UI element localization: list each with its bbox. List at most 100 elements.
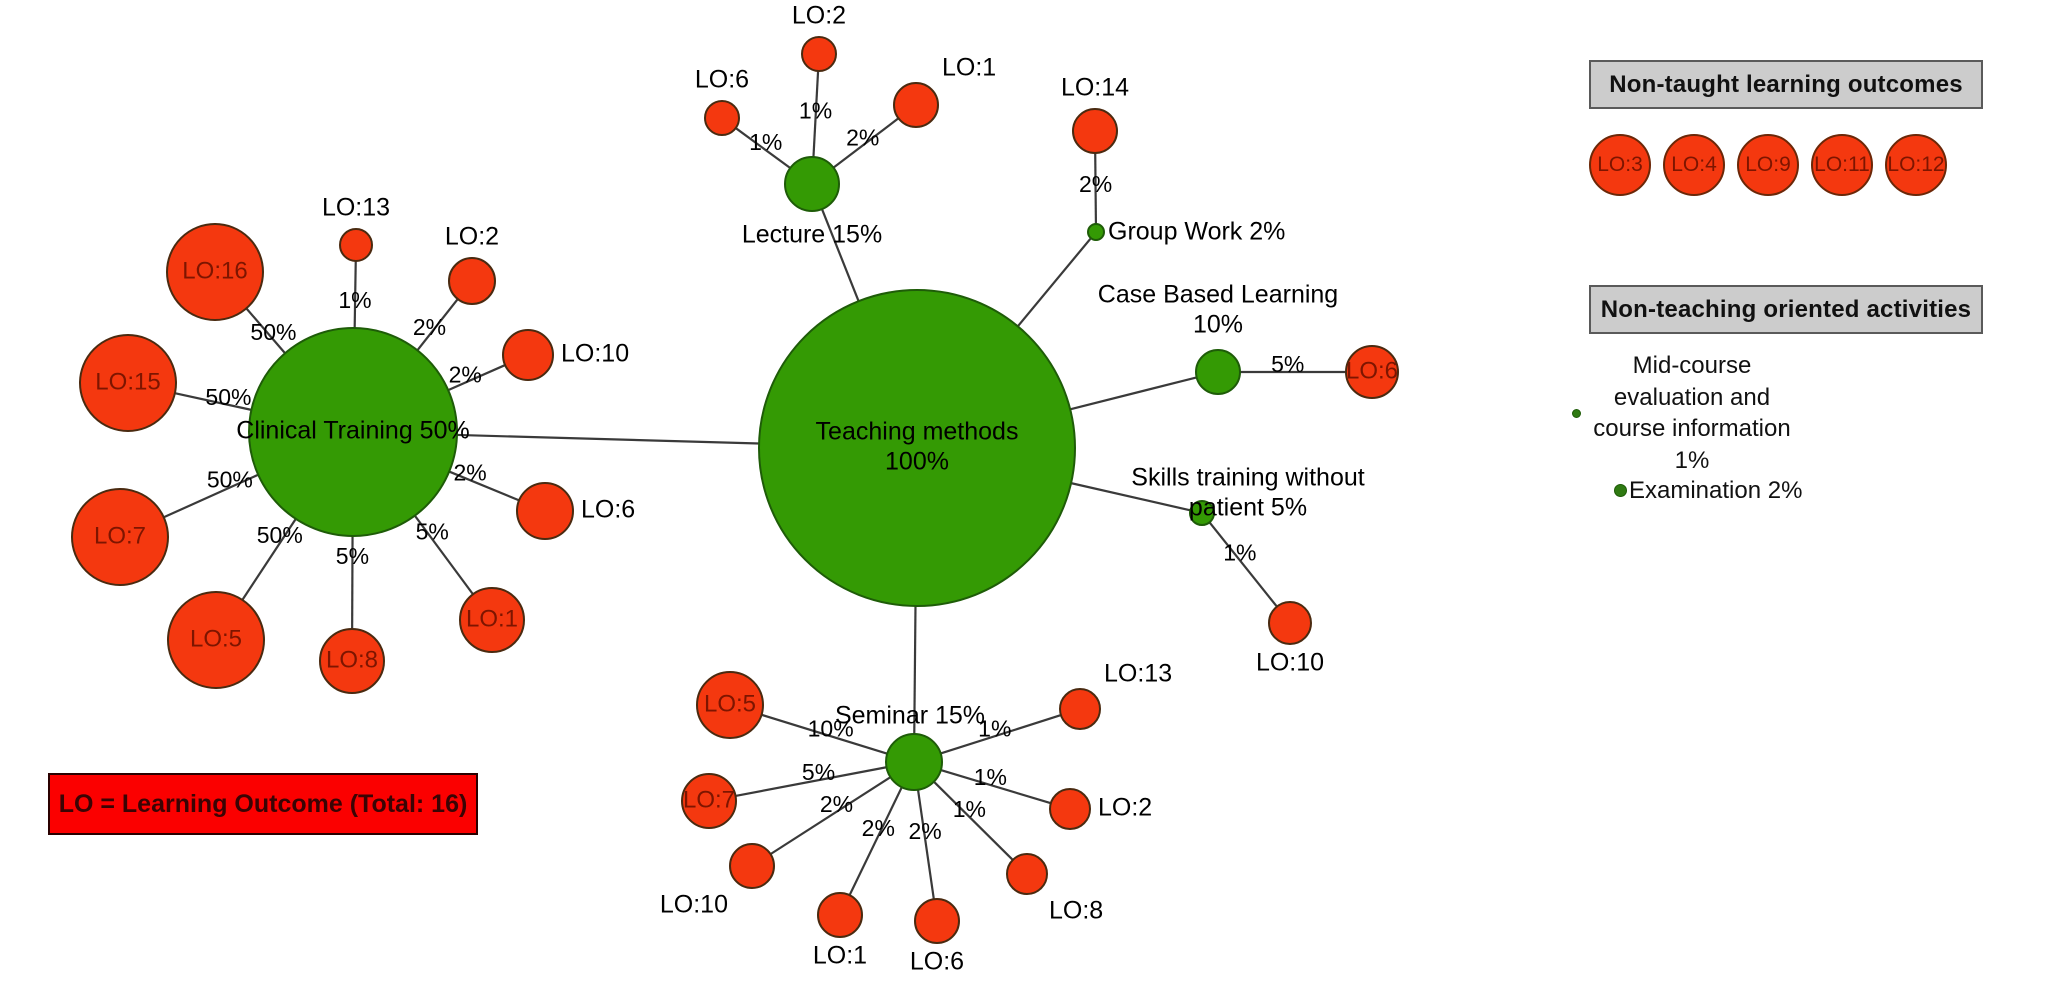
node-layer xyxy=(71,36,1399,944)
node-seminar[interactable] xyxy=(885,733,943,791)
node-lo-clinical-training-LO15-1[interactable] xyxy=(79,334,177,432)
node-lo-clinical-training-LO1-5[interactable] xyxy=(459,587,525,653)
green-dot-icon xyxy=(1614,484,1627,498)
node-lo-seminar-LO8-5[interactable] xyxy=(1006,853,1048,895)
node-lo-clinical-training-LO5-3[interactable] xyxy=(167,591,265,689)
label-lo-seminar-LO13-7: LO:13 xyxy=(1104,660,1172,688)
edge-seminar-to-LO10-2 xyxy=(769,776,892,856)
node-lo-seminar-LO1-3[interactable] xyxy=(817,892,863,938)
legend-lo-lo3[interactable]: LO:3 xyxy=(1589,134,1651,196)
edge-percent-seminar-2: 2% xyxy=(820,791,853,817)
label-lo-lecture-LO6-0: LO:6 xyxy=(695,66,749,94)
edge-lecture-to-LO6-0 xyxy=(735,127,791,169)
edge-seminar-to-LO7-1 xyxy=(735,766,887,798)
node-lo-group-work-LO14-0[interactable] xyxy=(1072,108,1118,154)
node-lo-seminar-LO2-6[interactable] xyxy=(1049,788,1091,830)
label-case-based-learning-line-2: 10% xyxy=(1193,311,1243,339)
node-lo-seminar-LO5-0[interactable] xyxy=(696,671,764,739)
edge-seminar-to-LO8-5 xyxy=(933,780,1014,861)
label-lo-lecture-LO2-1: LO:2 xyxy=(792,2,846,30)
label-lo-seminar-LO7-1: LO:7 xyxy=(683,786,735,813)
legend-non-teaching-items: Mid-course evaluation and course informati… xyxy=(1560,350,2020,550)
label-skills-training-line-1: Skills training without xyxy=(1131,464,1364,492)
label-lo-clinical-training-LO7-2: LO:7 xyxy=(94,522,146,549)
node-lo-seminar-LO7-1[interactable] xyxy=(681,773,737,829)
legend-non-taught-items: LO:3 LO:4 LO:9 LO:11 LO:12 xyxy=(1589,134,1983,206)
legend-lo-lo9[interactable]: LO:9 xyxy=(1737,134,1799,196)
legend-lo-lo4[interactable]: LO:4 xyxy=(1663,134,1725,196)
node-lo-clinical-training-LO2-8[interactable] xyxy=(448,257,496,305)
node-lo-clinical-training-LO8-4[interactable] xyxy=(319,628,385,694)
node-lecture[interactable] xyxy=(784,156,840,212)
node-lo-clinical-training-LO13-9[interactable] xyxy=(339,228,373,262)
legend-lo-lo11[interactable]: LO:11 xyxy=(1811,134,1873,196)
edge-group-work-to-LO14-0 xyxy=(1094,152,1098,225)
label-lo-group-work-LO14-0: LO:14 xyxy=(1061,74,1129,102)
label-seminar-line-1: Seminar 15% xyxy=(835,702,985,730)
node-clinical-training[interactable] xyxy=(248,327,458,537)
label-group-work-line-1: Group Work 2% xyxy=(1108,218,1285,246)
legend-lo-lo12[interactable]: LO:12 xyxy=(1885,134,1947,196)
edge-lecture-to-LO1-2 xyxy=(832,117,900,169)
activity-mid-course-evaluation: Mid-course evaluation and course informati… xyxy=(1572,350,1798,477)
label-lo-clinical-training-LO8-4: LO:8 xyxy=(326,646,378,673)
label-case-based-learning-line-1: Case Based Learning xyxy=(1098,281,1338,309)
node-lo-clinical-training-LO16-0[interactable] xyxy=(166,223,264,321)
edge-clinical-training-to-LO7-2 xyxy=(163,473,259,519)
edge-percent-clinical-training-2: 50% xyxy=(207,467,253,493)
node-lo-seminar-LO10-2[interactable] xyxy=(729,843,775,889)
edge-seminar-to-LO13-7 xyxy=(940,714,1062,755)
edge-percent-seminar-3: 2% xyxy=(862,815,895,841)
node-case-based-learning[interactable] xyxy=(1195,349,1241,395)
node-lo-lecture-LO1-2[interactable] xyxy=(893,82,939,128)
edge-seminar-to-LO1-3 xyxy=(848,786,903,896)
activity-examination-label: Examination 2% xyxy=(1629,477,1803,504)
edge-percent-seminar-7: 1% xyxy=(978,715,1011,741)
node-lo-lecture-LO2-1[interactable] xyxy=(801,36,837,72)
edge-percent-clinical-training-5: 5% xyxy=(416,518,449,544)
node-lo-skills-training-LO10-0[interactable] xyxy=(1268,601,1312,645)
edge-clinical-training-to-LO13-9 xyxy=(353,260,357,329)
edge-clinical-training-to-LO10-7 xyxy=(447,364,506,392)
node-teaching-methods[interactable] xyxy=(758,289,1076,607)
edge-percent-group-work-0: 2% xyxy=(1079,171,1112,197)
activity-examination: Examination 2% xyxy=(1614,475,1802,507)
label-clinical-training-line-1: Clinical Training 50% xyxy=(236,417,469,445)
edge-clinical-training-to-LO16-0 xyxy=(245,307,286,354)
edge-percent-clinical-training-4: 5% xyxy=(336,543,369,569)
node-lo-lecture-LO6-0[interactable] xyxy=(704,100,740,136)
edge-seminar-to-LO2-6 xyxy=(940,769,1052,805)
edge-percent-case-based-learning-0: 5% xyxy=(1271,351,1304,377)
edge-clinical-training-to-LO1-5 xyxy=(413,514,474,595)
label-skills-training-line-2: patient 5% xyxy=(1189,494,1307,522)
label-lo-clinical-training-LO2-8: LO:2 xyxy=(445,223,499,251)
edge-percent-clinical-training-9: 1% xyxy=(338,287,371,313)
edge-root-to-clinical-training xyxy=(456,433,760,445)
activity-mid-course-label: Mid-course evaluation and course informati… xyxy=(1593,352,1791,475)
node-lo-seminar-LO6-4[interactable] xyxy=(914,898,960,944)
edge-percent-seminar-1: 5% xyxy=(802,759,835,785)
node-skills-training[interactable] xyxy=(1189,500,1215,526)
edge-lecture-to-LO2-1 xyxy=(812,70,820,158)
node-lo-clinical-training-LO6-6[interactable] xyxy=(516,482,574,540)
edge-skills-training-to-LO10-0 xyxy=(1208,521,1278,608)
label-lo-seminar-LO8-5: LO:8 xyxy=(1049,897,1103,925)
edge-percent-clinical-training-0: 50% xyxy=(250,319,296,345)
edge-root-to-lecture xyxy=(820,208,860,302)
label-lo-clinical-training-LO1-5: LO:1 xyxy=(466,605,518,632)
edge-clinical-training-to-LO6-6 xyxy=(448,470,520,502)
node-lo-seminar-LO13-7[interactable] xyxy=(1059,688,1101,730)
label-lo-clinical-training-LO13-9: LO:13 xyxy=(322,194,390,222)
edge-percent-lecture-0: 1% xyxy=(749,129,782,155)
label-layer: 50%50%50%50%5%5%2%2%2%1%1%1%2%2%5%1%10%5… xyxy=(94,2,1398,976)
node-lo-clinical-training-LO7-2[interactable] xyxy=(71,488,169,586)
label-lo-seminar-LO6-4: LO:6 xyxy=(910,948,964,976)
node-lo-case-based-learning-LO6-0[interactable] xyxy=(1345,345,1399,399)
edge-clinical-training-to-LO2-8 xyxy=(416,298,459,351)
node-group-work[interactable] xyxy=(1087,223,1105,241)
node-lo-clinical-training-LO10-7[interactable] xyxy=(502,329,554,381)
label-lo-clinical-training-LO6-6: LO:6 xyxy=(581,496,635,524)
label-lo-seminar-LO1-3: LO:1 xyxy=(813,942,867,970)
edge-percent-clinical-training-6: 2% xyxy=(454,459,487,485)
